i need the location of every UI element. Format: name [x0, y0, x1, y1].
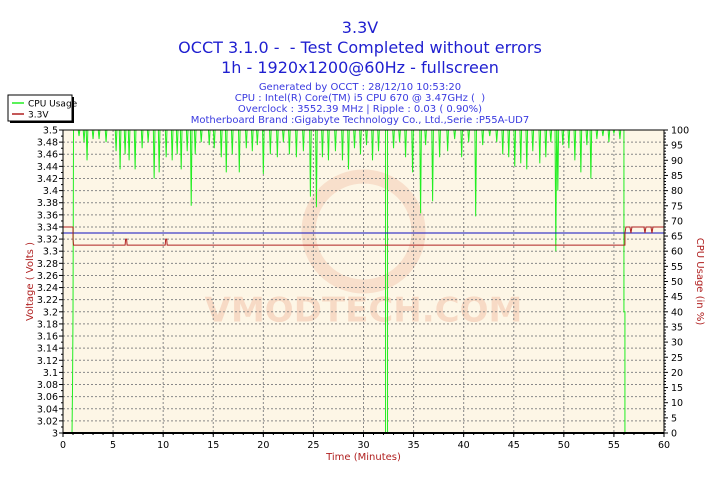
x-axis-label: Time (Minutes) [325, 452, 401, 463]
y2-axis-label: CPU Usage (in %) [694, 238, 705, 326]
y2-tick-label: 65 [671, 232, 683, 243]
y-tick-label: 3.08 [37, 380, 58, 391]
y2-tick-label: 50 [671, 277, 683, 288]
y-tick-label: 3.28 [37, 259, 58, 270]
y2-tick-label: 35 [671, 322, 683, 333]
x-tick-label: 25 [307, 440, 319, 451]
x-tick-label: 20 [257, 440, 269, 451]
y2-tick-label: 25 [671, 353, 683, 364]
y-tick-label: 3.2 [43, 307, 58, 318]
y2-tick-label: 80 [671, 186, 683, 197]
x-tick-label: 40 [458, 440, 470, 451]
x-tick-label: 15 [207, 440, 219, 451]
y2-tick-label: 60 [671, 247, 683, 258]
y-tick-label: 3.06 [37, 392, 58, 403]
x-tick-label: 50 [558, 440, 570, 451]
y2-tick-label: 10 [671, 398, 683, 409]
y-tick-label: 3.16 [37, 332, 58, 343]
x-tick-label: 60 [658, 440, 670, 451]
y2-tick-label: 95 [671, 141, 683, 152]
y-tick-label: 3.22 [37, 295, 58, 306]
y-tick-label: 3.12 [37, 356, 58, 367]
info-motherboard: Motherboard Brand :Gigabyte Technology C… [190, 115, 530, 126]
y-tick-label: 3.18 [37, 319, 58, 330]
info-generated: Generated by OCCT : 28/12/10 10:53:20 [258, 82, 462, 93]
y-tick-label: 3.46 [37, 150, 58, 161]
legend-box [7, 94, 73, 122]
legend-label: CPU Usage [28, 100, 78, 110]
y-tick-label: 3.24 [37, 283, 58, 294]
y2-tick-label: 15 [671, 383, 683, 394]
x-tick-label: 30 [357, 440, 369, 451]
legend-label: 3.3V [28, 111, 49, 121]
y-tick-label: 3.02 [37, 416, 58, 427]
y-tick-label: 3.42 [37, 174, 58, 185]
y-tick-label: 3.44 [37, 162, 58, 173]
y-tick-label: 3.26 [37, 271, 58, 282]
y2-tick-label: 40 [671, 307, 683, 318]
chart-subtitle-1: OCCT 3.1.0 - - Test Completed without er… [178, 38, 542, 57]
x-tick-label: 0 [60, 440, 66, 451]
series-3-3v-line [63, 226, 664, 246]
chart-title: 3.3V [341, 18, 379, 37]
chart-subtitle-2: 1h - 1920x1200@60Hz - fullscreen [221, 58, 499, 77]
y-tick-label: 3.4 [43, 186, 58, 197]
y-tick-label: 3.14 [37, 344, 58, 355]
x-tick-label: 10 [157, 440, 169, 451]
y2-tick-label: 5 [671, 413, 677, 424]
y2-tick-label: 30 [671, 338, 683, 349]
info-overclock: Overclock : 3552.39 MHz | Ripple : 0.03 … [237, 104, 483, 115]
y2-tick-label: 55 [671, 262, 683, 273]
y2-tick-label: 0 [671, 429, 677, 440]
y2-tick-label: 100 [671, 126, 689, 137]
y-tick-label: 3.48 [37, 138, 58, 149]
y2-tick-label: 75 [671, 201, 683, 212]
y-tick-label: 3.3 [43, 247, 58, 258]
y-tick-label: 3.36 [37, 210, 58, 221]
y-tick-label: 3.5 [43, 126, 58, 137]
y2-tick-label: 20 [671, 368, 683, 379]
x-tick-label: 35 [408, 440, 420, 451]
y-tick-label: 3 [52, 429, 58, 440]
y-tick-label: 3.34 [37, 222, 58, 233]
y-tick-label: 3.04 [37, 404, 58, 415]
y-tick-label: 3.32 [37, 235, 58, 246]
y-tick-label: 3.1 [43, 368, 58, 379]
x-tick-label: 55 [608, 440, 620, 451]
y2-tick-label: 45 [671, 292, 683, 303]
y-axis-label: Voltage ( Volts ) [25, 242, 36, 321]
x-tick-label: 5 [110, 440, 116, 451]
y-tick-label: 3.38 [37, 198, 58, 209]
info-cpu: CPU : Intel(R) Core(TM) i5 CPU 670 @ 3.4… [234, 93, 486, 104]
y2-tick-label: 90 [671, 156, 683, 167]
y2-tick-label: 85 [671, 171, 683, 182]
y2-tick-label: 70 [671, 216, 683, 227]
x-tick-label: 45 [508, 440, 520, 451]
